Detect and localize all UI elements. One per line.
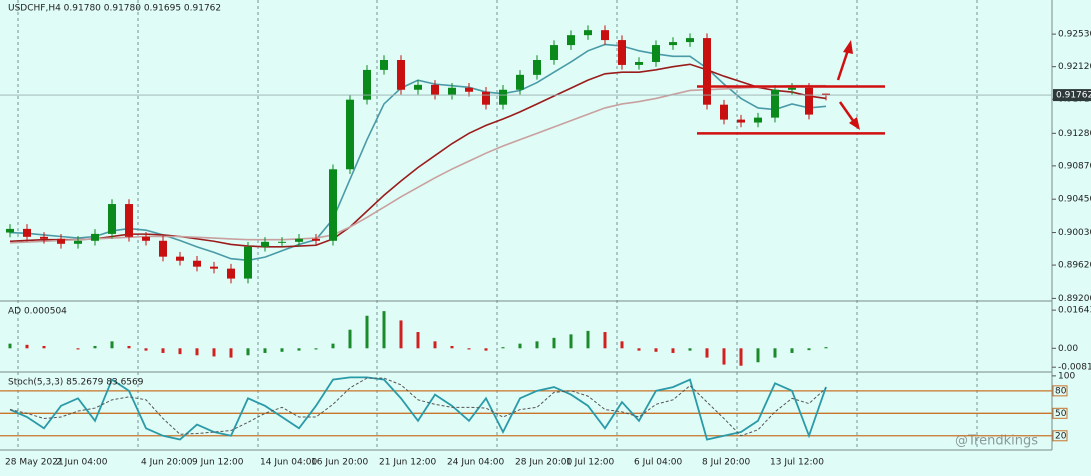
candle-body [23, 228, 31, 237]
candle-body [516, 74, 524, 90]
candle-body [652, 45, 660, 62]
x-tick-label: 1 Jul 12:00 [566, 458, 615, 468]
current-price-label: 0.91762 [1056, 91, 1091, 101]
y-tick-label: 100 [1058, 371, 1075, 381]
level-label-box [1052, 407, 1068, 419]
candle-body [193, 260, 201, 267]
candle-body [720, 104, 728, 120]
candle-body [601, 30, 609, 41]
candle-body [533, 60, 541, 75]
stochastic-line [9, 377, 827, 437]
candle-body [108, 204, 116, 234]
x-tick-label: 2 Jun 04:00 [56, 458, 108, 468]
candle-body [550, 45, 558, 60]
candle-body [805, 87, 813, 115]
candle-body [788, 87, 796, 90]
candle-body [414, 84, 422, 90]
candle-body [6, 228, 14, 233]
candle-body [74, 240, 82, 244]
candle-body [346, 99, 354, 170]
level-label-box [1052, 430, 1068, 442]
x-tick-label: 16 Jun 20:00 [311, 458, 368, 468]
candle-body [499, 89, 507, 105]
candle-body [686, 38, 694, 43]
x-tick-label: 21 Jun 12:00 [379, 458, 436, 468]
candle-body [159, 240, 167, 257]
stochastic-line [9, 376, 827, 441]
level-label: 80 [1055, 386, 1067, 396]
y-tick-label: 0.89200 [1058, 294, 1091, 304]
candle-body [448, 87, 456, 95]
candle-body [40, 236, 48, 239]
current-price-box [1053, 89, 1091, 102]
candle-body [363, 69, 371, 100]
candle-body [329, 169, 337, 241]
candle-body [210, 266, 218, 269]
candle-body [567, 35, 575, 46]
candle-body [261, 241, 269, 247]
x-tick-label: 14 Jun 04:00 [260, 458, 317, 468]
candle-body [703, 38, 711, 105]
candle-body [635, 61, 643, 65]
x-tick-label: 28 Jun 20:00 [515, 458, 572, 468]
candle-body [380, 60, 388, 70]
candle-body [91, 233, 99, 241]
candle-body [584, 30, 592, 36]
candle-body [397, 60, 405, 90]
candle-body [431, 84, 439, 95]
candle-body [754, 117, 762, 123]
x-tick-label: 8 Jul 20:00 [702, 458, 751, 468]
candle-body [176, 256, 184, 261]
candle-body [244, 246, 252, 279]
candle-body [618, 40, 626, 65]
time-grid [17, 0, 978, 450]
y-tick-label: 0.01643 [1058, 306, 1091, 316]
candle-body [227, 268, 235, 279]
arrow-down [838, 101, 856, 123]
candle-body [295, 238, 303, 242]
x-tick-label: 13 Jul 12:00 [770, 458, 824, 468]
panel-title: USDCHF,H4 0.91780 0.91780 0.91695 0.9176… [8, 4, 221, 14]
watermark: @Trendkings [955, 434, 1038, 449]
candle-body [465, 87, 473, 92]
level-label: 50 [1055, 409, 1067, 419]
trend-arrows [836, 40, 860, 130]
y-tick-label: 0.00 [1058, 344, 1078, 354]
x-tick-label: 9 Jun 12:00 [192, 458, 244, 468]
candle-body [771, 89, 779, 118]
panel-title: AD 0.000504 [8, 307, 67, 317]
candle-body [822, 93, 830, 96]
arrow-up [836, 49, 850, 81]
candle-body [737, 119, 745, 123]
x-tick-label: 6 Jul 04:00 [634, 458, 683, 468]
arrow-down-head [849, 117, 860, 130]
candle-body [312, 238, 320, 241]
candle-body [142, 236, 150, 241]
panel-title: Stoch(5,3,3) 85.2679 83.6569 [8, 378, 144, 388]
candle-body [482, 91, 490, 105]
candle-body [278, 241, 286, 243]
x-tick-label: 24 Jun 04:00 [447, 458, 504, 468]
arrow-up-head [843, 40, 853, 54]
candle-body [125, 204, 133, 237]
y-tick-label: -0.00813 [1058, 363, 1091, 373]
candle-body [57, 238, 65, 244]
level-label-box [1052, 385, 1068, 397]
x-tick-label: 28 May 2021 [5, 458, 64, 468]
x-tick-label: 4 Jun 20:00 [141, 458, 193, 468]
candle-body [669, 42, 677, 46]
level-label: 20 [1055, 431, 1067, 441]
